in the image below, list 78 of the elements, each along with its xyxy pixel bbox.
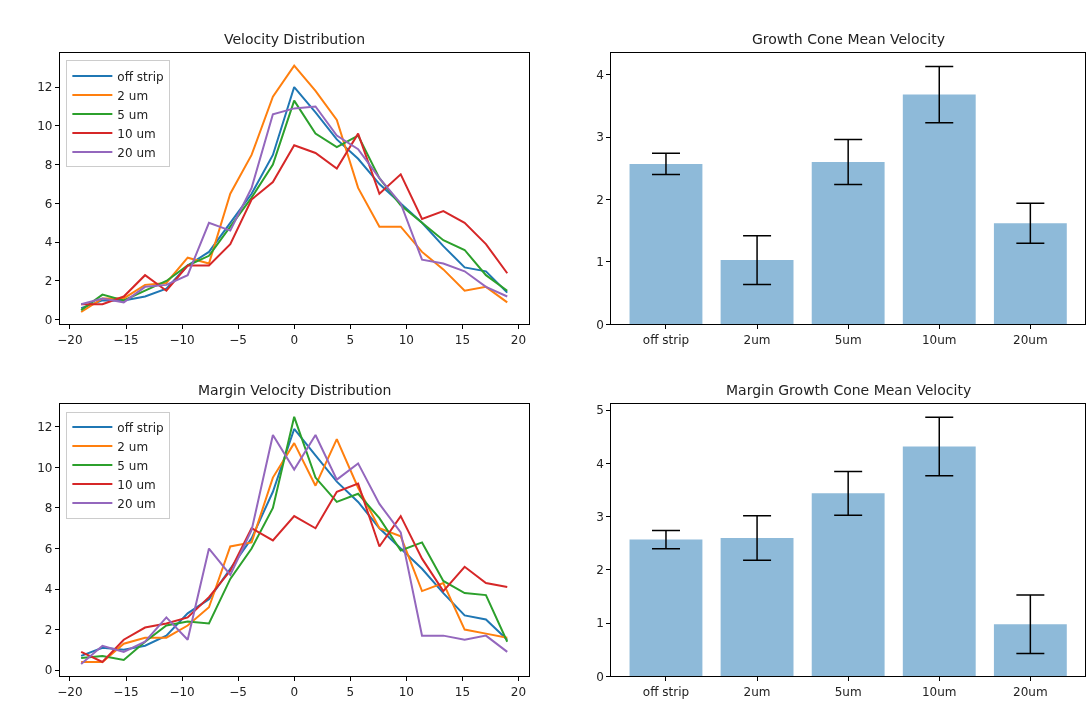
legend-label: 20 um — [117, 145, 156, 160]
x-tick-label: 10 — [398, 684, 414, 699]
x-tick-label: 5 — [346, 332, 355, 347]
bar — [993, 223, 1067, 325]
x-tick-label: 20 — [510, 684, 527, 699]
y-tick-label: 0 — [44, 312, 53, 327]
y-tick-label: 3 — [596, 509, 604, 524]
y-tick-label: 0 — [596, 669, 604, 684]
y-tick-label: 2 — [596, 192, 604, 207]
x-tick-label: 5 — [346, 684, 355, 699]
x-tick-label: 5um — [834, 332, 862, 347]
x-tick-label: 2um — [743, 684, 771, 699]
x-tick-label: −20 — [57, 684, 83, 699]
y-tick-label: 1 — [596, 255, 604, 270]
bar — [811, 493, 885, 677]
y-tick-label: 12 — [37, 420, 53, 435]
chart-title: Margin Growth Cone Mean Velocity — [726, 382, 972, 398]
chart-title: Margin Velocity Distribution — [198, 382, 392, 398]
legend-label: 10 um — [117, 477, 156, 492]
x-tick-label: 0 — [290, 684, 299, 699]
y-tick-label: 4 — [596, 456, 604, 471]
bar — [993, 624, 1067, 677]
chart-title: Growth Cone Mean Velocity — [752, 31, 945, 47]
x-tick-label: −15 — [113, 684, 139, 699]
y-tick-label: 2 — [44, 622, 53, 637]
y-tick-label: 0 — [596, 317, 604, 332]
y-tick-label: 8 — [44, 501, 53, 516]
y-tick-label: 4 — [596, 67, 604, 82]
legend-label: 2 um — [117, 439, 149, 454]
x-tick-label: 2um — [743, 332, 771, 347]
y-tick-label: 8 — [44, 157, 53, 172]
x-tick-label: −15 — [113, 332, 139, 347]
y-tick-label: 12 — [37, 80, 53, 95]
x-tick-label: 15 — [454, 332, 471, 347]
y-tick-label: 0 — [44, 663, 53, 678]
x-tick-label: 5um — [834, 684, 862, 699]
x-tick-label: 15 — [454, 684, 471, 699]
y-tick-label: 4 — [44, 235, 53, 250]
y-tick-label: 6 — [44, 196, 53, 211]
x-tick-label: off strip — [642, 332, 690, 347]
x-tick-label: 10 — [398, 332, 414, 347]
y-tick-label: 6 — [44, 541, 53, 556]
x-tick-label: 20um — [1013, 684, 1048, 699]
legend-label: off strip — [117, 420, 164, 435]
bar — [629, 163, 703, 325]
legend-label: 5 um — [117, 458, 149, 473]
x-tick-label: −20 — [57, 332, 83, 347]
y-tick-label: 2 — [44, 274, 53, 289]
bar — [811, 162, 885, 325]
legend-label: 5 um — [117, 107, 149, 122]
bar — [902, 446, 976, 677]
x-tick-label: 20 — [510, 332, 527, 347]
x-tick-label: 10um — [921, 332, 957, 347]
y-tick-label: 10 — [37, 119, 53, 134]
bar — [720, 538, 794, 677]
legend-label: 10 um — [117, 126, 156, 141]
x-tick-label: off strip — [642, 684, 690, 699]
y-tick-label: 2 — [596, 563, 604, 578]
x-tick-label: −5 — [229, 684, 247, 699]
y-tick-label: 1 — [596, 616, 604, 631]
legend-label: 20 um — [117, 496, 156, 511]
x-tick-label: 20um — [1013, 332, 1048, 347]
x-tick-label: 10um — [921, 684, 957, 699]
bar — [720, 260, 794, 325]
chart-title: Velocity Distribution — [224, 31, 366, 47]
bar — [629, 539, 703, 677]
y-tick-label: 10 — [37, 460, 53, 475]
y-tick-label: 4 — [44, 582, 53, 597]
x-tick-label: −10 — [169, 332, 195, 347]
x-tick-label: 0 — [290, 332, 299, 347]
x-tick-label: −5 — [229, 332, 247, 347]
y-tick-label: 3 — [596, 130, 604, 145]
legend-label: 2 um — [117, 88, 149, 103]
legend-label: off strip — [117, 69, 164, 84]
bar — [902, 94, 976, 325]
x-tick-label: −10 — [169, 684, 195, 699]
y-tick-label: 5 — [596, 403, 604, 418]
line-series — [80, 482, 509, 663]
